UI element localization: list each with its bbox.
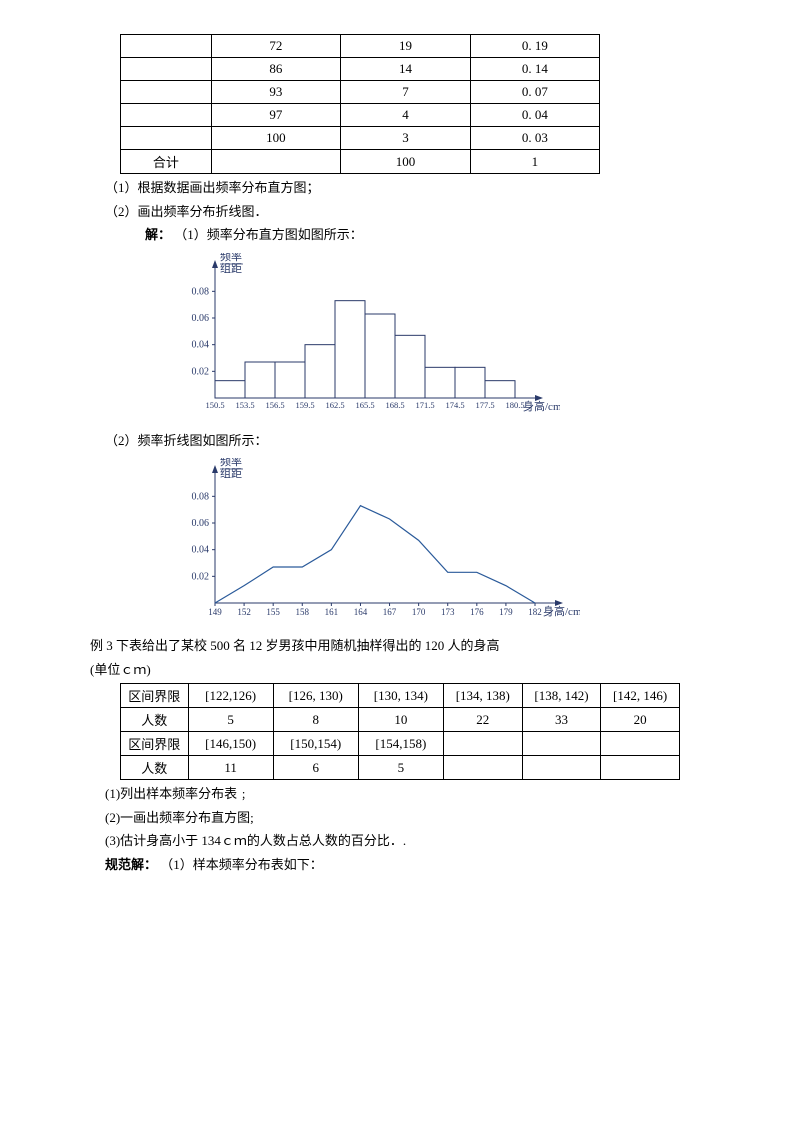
solution-2: （2）频率折线图如图所示： [105,431,710,451]
svg-text:176: 176 [470,607,484,617]
svg-text:0.08: 0.08 [192,491,210,502]
svg-text:168.5: 168.5 [385,400,404,410]
ex3-solution-label: 规范解： [105,857,157,872]
svg-text:164: 164 [354,607,368,617]
svg-text:159.5: 159.5 [295,400,314,410]
ex3-solution: 规范解： （1）样本频率分布表如下： [105,855,710,875]
svg-text:155: 155 [266,607,280,617]
svg-text:身高/cm: 身高/cm [543,604,580,618]
example3-title: 例 3 下表给出了某校 500 名 12 岁男孩中用随机抽样得出的 120 人的… [90,636,710,656]
ex3-q3: (3)估计身高小于 134ｃｍ的人数占总人数的百分比．. [105,831,710,851]
svg-text:177.5: 177.5 [475,400,494,410]
svg-text:153.5: 153.5 [235,400,254,410]
histogram-chart: 0.02 0.04 0.06 0.08 150.5 153.5 156.5 159.5 162.… [160,253,710,423]
svg-text:0.02: 0.02 [192,571,210,582]
svg-text:0.04: 0.04 [192,545,210,556]
svg-text:0.08: 0.08 [192,286,210,297]
ex3-q1: (1)列出样本频率分布表﹔ [105,784,710,804]
example3-unit: (单位ｃｍ) [90,660,710,680]
freq-table: 72190. 19 86140. 14 9370. 07 9740. 04 10… [120,34,600,174]
svg-text:152: 152 [237,607,251,617]
svg-text:150.5: 150.5 [205,400,224,410]
line-chart: 0.02 0.04 0.06 0.08 149 152 155 158 161 164 167 170… [160,458,710,628]
svg-text:0.06: 0.06 [192,313,210,324]
question-1: （1）根据数据画出频率分布直方图； [105,178,710,198]
svg-text:180.5: 180.5 [505,400,524,410]
interval-table: 区间界限 [122,126)[126, 130)[130, 134) [134,… [120,683,680,780]
svg-text:179: 179 [499,607,513,617]
svg-text:0.02: 0.02 [192,366,210,377]
svg-text:频率: 频率 [220,458,242,468]
svg-text:158: 158 [296,607,310,617]
solution-1: 解： （1）频率分布直方图如图所示： [145,225,710,245]
svg-text:174.5: 174.5 [445,400,464,410]
svg-text:170: 170 [412,607,426,617]
svg-text:身高/cm: 身高/cm [523,399,560,413]
svg-text:0.04: 0.04 [192,339,210,350]
svg-text:组距: 组距 [220,261,242,275]
svg-text:0.06: 0.06 [192,518,210,529]
svg-text:165.5: 165.5 [355,400,374,410]
svg-text:173: 173 [441,607,455,617]
svg-text:156.5: 156.5 [265,400,284,410]
svg-text:161: 161 [325,607,339,617]
svg-text:149: 149 [208,607,222,617]
question-2: （2）画出频率分布折线图． [105,202,710,222]
solution-label: 解： [145,227,171,242]
svg-text:167: 167 [383,607,397,617]
svg-text:171.5: 171.5 [415,400,434,410]
svg-text:162.5: 162.5 [325,400,344,410]
svg-text:182: 182 [528,607,542,617]
ex3-q2: (2)一画出频率分布直方图; [105,808,710,828]
svg-text:组距: 组距 [220,466,242,480]
svg-text:频率: 频率 [220,253,242,263]
